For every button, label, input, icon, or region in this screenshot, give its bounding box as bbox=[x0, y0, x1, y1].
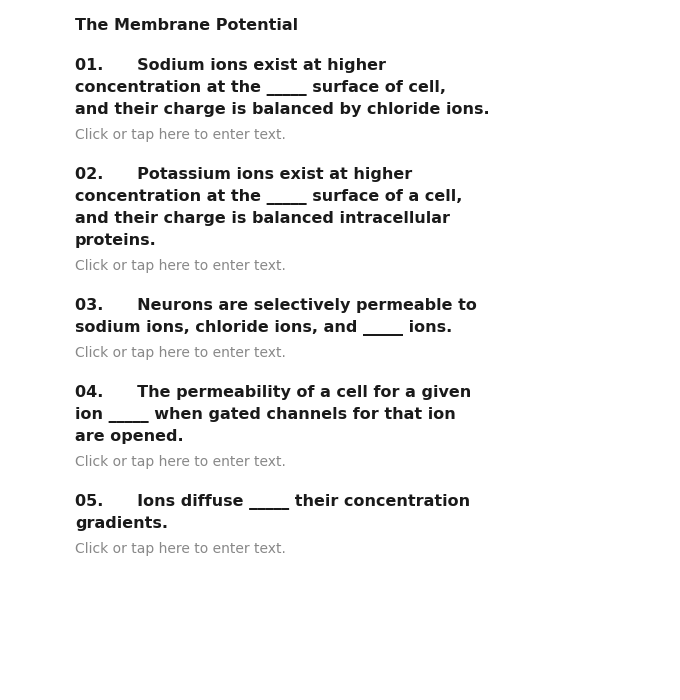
Text: ion _____ when gated channels for that ion: ion _____ when gated channels for that i… bbox=[75, 407, 456, 423]
Text: Click or tap here to enter text.: Click or tap here to enter text. bbox=[75, 128, 286, 142]
Text: and their charge is balanced by chloride ions.: and their charge is balanced by chloride… bbox=[75, 102, 490, 117]
Text: Click or tap here to enter text.: Click or tap here to enter text. bbox=[75, 542, 286, 556]
Text: Click or tap here to enter text.: Click or tap here to enter text. bbox=[75, 455, 286, 469]
Text: are opened.: are opened. bbox=[75, 428, 184, 444]
Text: Click or tap here to enter text.: Click or tap here to enter text. bbox=[75, 259, 286, 273]
Text: proteins.: proteins. bbox=[75, 233, 157, 248]
Text: concentration at the _____ surface of a cell,: concentration at the _____ surface of a … bbox=[75, 189, 462, 205]
Text: Click or tap here to enter text.: Click or tap here to enter text. bbox=[75, 346, 286, 360]
Text: gradients.: gradients. bbox=[75, 516, 168, 531]
Text: 04.      The permeability of a cell for a given: 04. The permeability of a cell for a giv… bbox=[75, 385, 471, 400]
Text: sodium ions, chloride ions, and _____ ions.: sodium ions, chloride ions, and _____ io… bbox=[75, 320, 452, 336]
Text: and their charge is balanced intracellular: and their charge is balanced intracellul… bbox=[75, 211, 450, 226]
Text: The Membrane Potential: The Membrane Potential bbox=[75, 18, 298, 33]
Text: 01.      Sodium ions exist at higher: 01. Sodium ions exist at higher bbox=[75, 58, 386, 73]
Text: 03.      Neurons are selectively permeable to: 03. Neurons are selectively permeable to bbox=[75, 298, 477, 313]
Text: 05.      Ions diffuse _____ their concentration: 05. Ions diffuse _____ their concentrati… bbox=[75, 494, 470, 510]
Text: concentration at the _____ surface of cell,: concentration at the _____ surface of ce… bbox=[75, 80, 446, 96]
Text: 02.      Potassium ions exist at higher: 02. Potassium ions exist at higher bbox=[75, 167, 412, 182]
